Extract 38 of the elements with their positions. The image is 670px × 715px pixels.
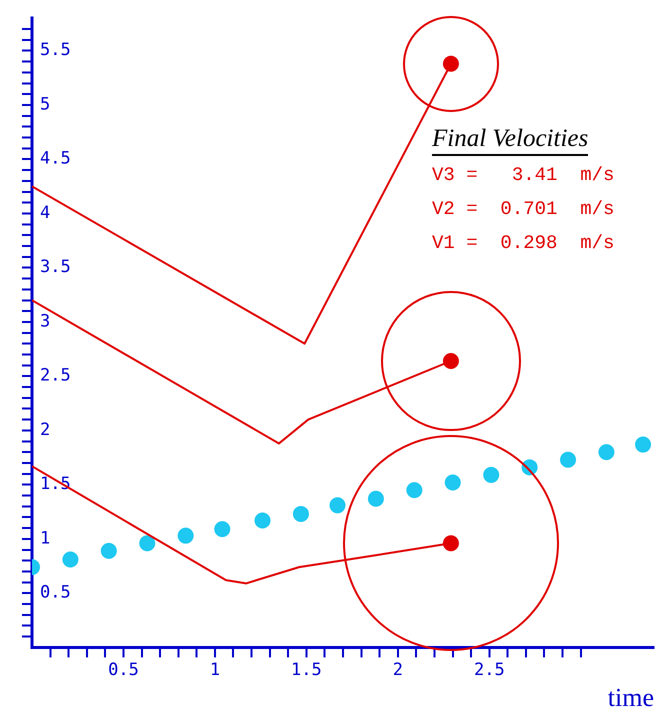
- y-tick-label: 2: [40, 420, 50, 440]
- point: [62, 552, 78, 568]
- point: [330, 497, 346, 514]
- point: [483, 466, 500, 483]
- point: [406, 482, 422, 498]
- point: [214, 521, 230, 538]
- point: [560, 452, 576, 468]
- annotation: V2 = 0.701 m/s: [432, 197, 614, 222]
- point: [635, 436, 652, 453]
- annotation: V1 = 0.298 m/s: [432, 231, 614, 256]
- point: [598, 444, 614, 460]
- y-tick-label: 1: [40, 528, 50, 548]
- x-tick-label: 1.5: [291, 660, 322, 680]
- x-tick-label: 2: [392, 660, 404, 680]
- point: [292, 506, 309, 522]
- point: [368, 490, 384, 507]
- y-tick-label: 2.5: [40, 366, 71, 386]
- point: [444, 474, 461, 491]
- point: [442, 353, 459, 370]
- point: [178, 528, 194, 544]
- point: [139, 535, 156, 552]
- annotation: Final Velocities: [432, 124, 588, 156]
- x-axis-title: time: [608, 683, 654, 712]
- y-tick-label: 5.5: [40, 40, 71, 60]
- annotation: V3 = 3.41 m/s: [432, 163, 614, 188]
- x-tick-label: 2.5: [474, 660, 505, 680]
- point: [254, 512, 271, 528]
- point: [442, 535, 459, 552]
- x-tick-label: 0.5: [108, 660, 139, 680]
- point: [100, 542, 117, 559]
- y-tick-label: 5: [40, 94, 50, 114]
- y-tick-label: 3: [40, 311, 50, 332]
- y-tick-label: 3.5: [40, 257, 71, 278]
- y-tick-label: 4: [40, 202, 50, 223]
- point: [442, 56, 459, 72]
- y-tick-label: 4.5: [40, 148, 71, 169]
- x-tick-label: 1: [210, 660, 220, 680]
- y-tick-label: 0.5: [40, 582, 71, 603]
